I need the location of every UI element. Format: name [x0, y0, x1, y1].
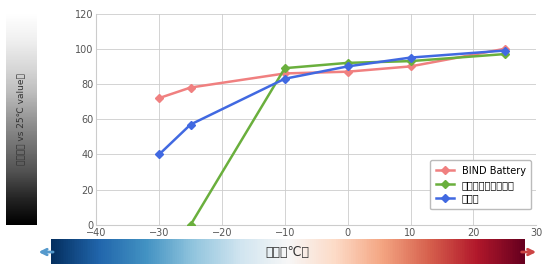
リチウムイオン電池 — [407, 59, 414, 63]
リチウムイオン電池 — [282, 66, 288, 70]
邉電池 — [407, 56, 414, 59]
邉電池 — [156, 153, 162, 156]
Text: 温度（℃）: 温度（℃） — [265, 246, 309, 259]
BIND Battery — [282, 72, 288, 75]
リチウムイオン電池 — [344, 61, 351, 64]
リチウムイオン電池 — [187, 223, 194, 227]
BIND Battery — [187, 86, 194, 89]
邉電池 — [187, 123, 194, 126]
BIND Battery — [502, 47, 508, 50]
BIND Battery — [344, 70, 351, 73]
リチウムイオン電池 — [502, 52, 508, 56]
Line: リチウムイオン電池: リチウムイオン電池 — [188, 51, 508, 228]
Legend: BIND Battery, リチウムイオン電池, 邉電池: BIND Battery, リチウムイオン電池, 邉電池 — [431, 160, 531, 209]
邉電池 — [344, 65, 351, 68]
BIND Battery — [407, 65, 414, 68]
BIND Battery — [156, 96, 162, 100]
邉電池 — [282, 77, 288, 80]
Line: BIND Battery: BIND Battery — [156, 46, 508, 101]
Line: 邉電池: 邉電池 — [156, 47, 508, 158]
Text: 容量（％ vs 25℃ value）: 容量（％ vs 25℃ value） — [16, 73, 25, 165]
邉電池 — [502, 49, 508, 52]
